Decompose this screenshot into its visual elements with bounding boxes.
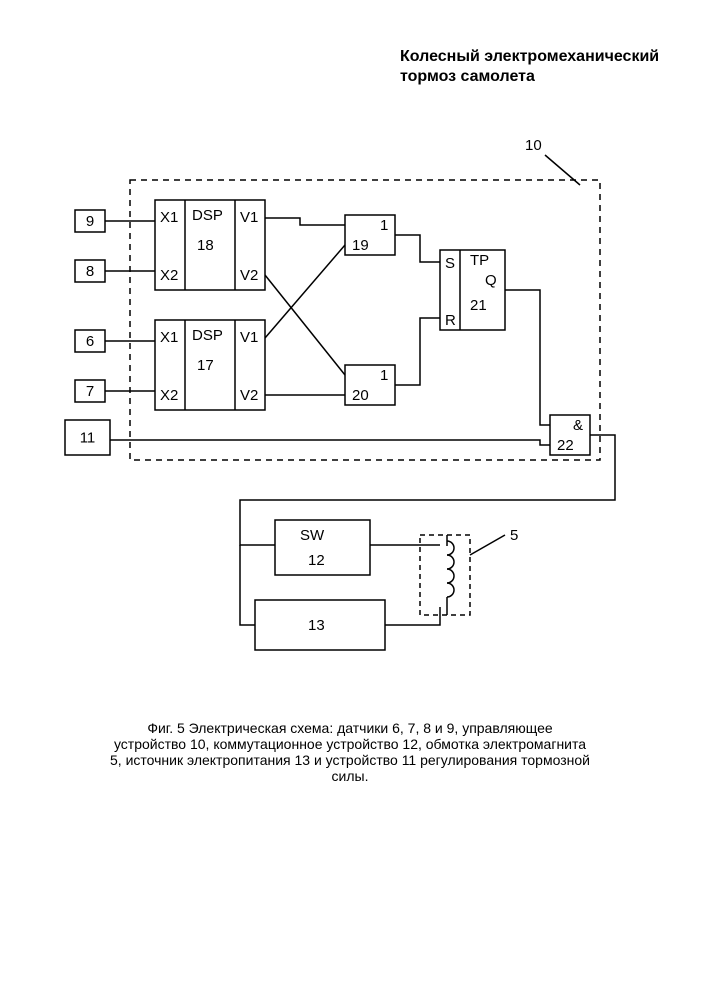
tp-21-Q: Q [485, 272, 497, 289]
dsp-17-X2: X2 [160, 387, 178, 404]
sensor-11-label: 11 [80, 430, 96, 447]
wire-8 [395, 235, 440, 262]
dsp-17-X1: X1 [160, 329, 178, 346]
or-19-num: 19 [352, 237, 369, 254]
wire-10 [505, 290, 550, 425]
dsp-18-X1: X1 [160, 209, 178, 226]
coil-loop-3 [447, 583, 454, 597]
dsp-18-V1: V1 [240, 209, 258, 226]
wire-4 [265, 218, 345, 225]
dsp-17-num: 17 [197, 357, 214, 374]
wire-15 [385, 607, 440, 625]
coil-loop-0 [447, 541, 454, 555]
coil-5-leader [470, 535, 505, 555]
or-19-one: 1 [380, 217, 388, 234]
dsp-18-num: 18 [197, 237, 214, 254]
tp-21-S: S [445, 255, 455, 272]
wire-9 [395, 318, 440, 385]
dsp-17-DSP: DSP [192, 327, 223, 344]
dsp-18-DSP: DSP [192, 207, 223, 224]
sw-12-SW: SW [300, 527, 325, 544]
sw-12-num: 12 [308, 552, 325, 569]
page-title-line1: Колесный электромеханический [400, 48, 659, 66]
coil-5-label: 5 [510, 527, 518, 544]
or-20-one: 1 [380, 367, 388, 384]
page-title-line2: тормоз самолета [400, 68, 535, 86]
coil-5-box [420, 535, 470, 615]
sensor-8-label: 8 [86, 263, 94, 280]
wire-14 [240, 545, 255, 625]
module-10-label: 10 [525, 137, 542, 154]
dsp-17-V1: V1 [240, 329, 258, 346]
sensor-6-label: 6 [86, 333, 94, 350]
dsp-17-V2: V2 [240, 387, 258, 404]
dsp-18-X2: X2 [160, 267, 178, 284]
sensor-9-label: 9 [86, 213, 94, 230]
coil-loop-2 [447, 569, 454, 583]
and-22-amp: & [573, 417, 583, 434]
figure-caption: Фиг. 5 Электрическая схема: датчики 6, 7… [110, 720, 590, 784]
coil-loop-1 [447, 555, 454, 569]
or-20-num: 20 [352, 387, 369, 404]
block-13-num: 13 [308, 617, 325, 634]
and-22-num: 22 [557, 437, 574, 454]
dsp-18-V2: V2 [240, 267, 258, 284]
tp-21-TP: TP [470, 252, 489, 269]
tp-21-R: R [445, 312, 456, 329]
wire-11 [110, 440, 550, 445]
tp-21-num: 21 [470, 297, 487, 314]
sensor-7-label: 7 [86, 383, 94, 400]
